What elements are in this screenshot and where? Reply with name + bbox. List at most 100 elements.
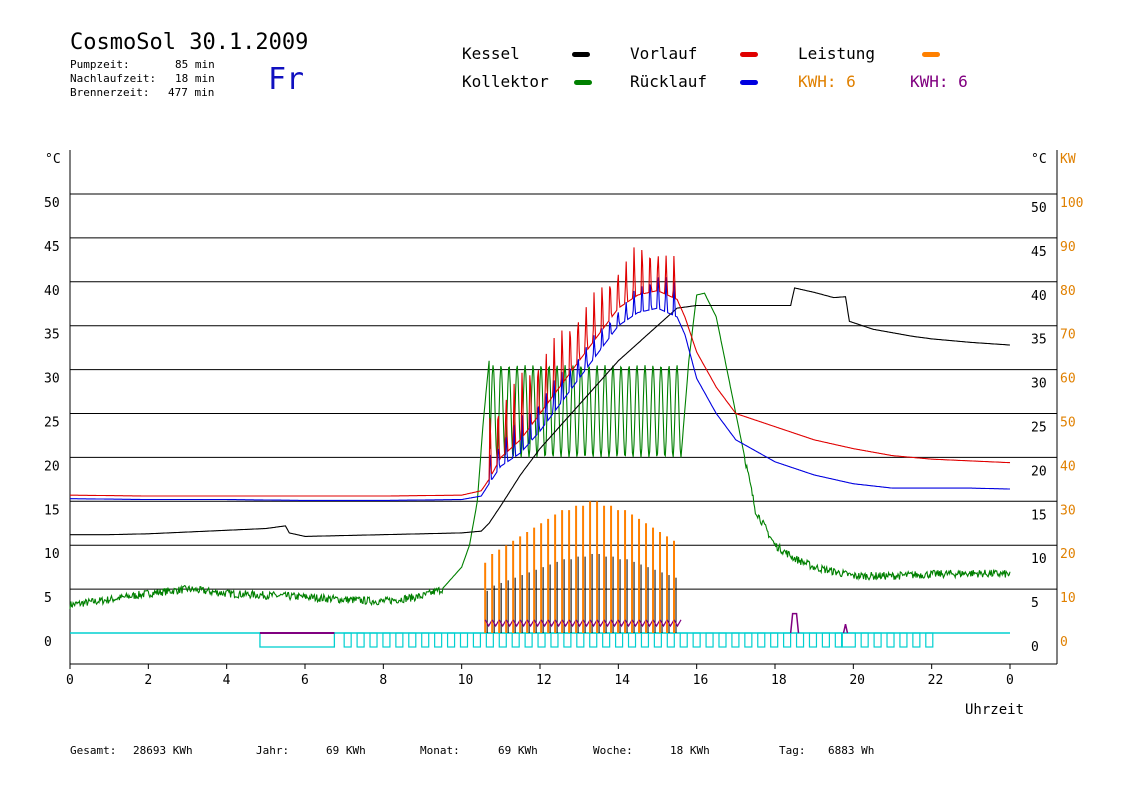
- footer-woche-label: Woche:: [593, 744, 633, 757]
- y-tick-label-right: 40: [1031, 289, 1047, 304]
- y-tick-label-left: 50: [44, 196, 60, 211]
- power-wave: [631, 619, 640, 628]
- footer-monat-label: Monat:: [420, 744, 460, 757]
- burner-pulse: [589, 632, 598, 648]
- y-axis-label-right: °C: [1031, 152, 1047, 167]
- footer-tag-label: Tag:: [779, 744, 806, 757]
- burner-pulse: [602, 632, 611, 648]
- x-tick-label: 6: [301, 673, 309, 688]
- x-tick-label: 22: [928, 673, 944, 688]
- y-tick-label-left: 45: [44, 240, 60, 255]
- burner-pulse: [511, 632, 520, 648]
- power-wave: [498, 619, 507, 628]
- y-tick-label-left: 10: [44, 547, 60, 562]
- burner-pulse: [744, 632, 753, 648]
- x-tick-label: 2: [144, 673, 152, 688]
- stat-nachlaufzeit-label: Nachlaufzeit:: [70, 72, 157, 85]
- burner-pulse: [369, 632, 378, 648]
- burner-pulse: [382, 632, 391, 648]
- power-wave: [547, 619, 556, 628]
- legend-kwh-pumpe: KWH: 6: [910, 72, 968, 91]
- power-wave: [568, 619, 577, 628]
- burner-pulse: [899, 632, 908, 648]
- chart-axes: [69, 150, 1058, 665]
- burner-pulse: [679, 632, 688, 648]
- power-tick-label: 70: [1060, 328, 1076, 343]
- stat-brennerzeit-label: Brennerzeit:: [70, 86, 150, 99]
- power-wave: [638, 619, 647, 628]
- power-wave: [624, 619, 633, 628]
- burner-pulse: [485, 632, 494, 648]
- burner-pulse: [925, 632, 934, 648]
- power-wave: [554, 619, 563, 628]
- burner-pulse: [472, 632, 482, 648]
- chart-title: CosmoSol 30.1.2009: [70, 30, 309, 55]
- y-tick-label-left: 35: [44, 328, 60, 343]
- x-tick-label: 4: [223, 673, 231, 688]
- y-tick-label-left: 30: [44, 372, 60, 387]
- footer-jahr-value: 69 KWh: [326, 744, 366, 757]
- stat-brennerzeit-value: 477 min: [168, 86, 215, 99]
- burner-pulse: [692, 632, 701, 648]
- series-line-kessel: [70, 287, 1010, 537]
- x-tick-label: 10: [458, 673, 474, 688]
- burner-pulse: [614, 632, 624, 648]
- legend-kollektor-label: Kollektor: [462, 72, 549, 91]
- y-tick-label-left: 40: [44, 284, 60, 299]
- burner-pulse: [524, 632, 533, 648]
- power-wave: [575, 619, 584, 628]
- burner-pulse: [821, 632, 830, 648]
- burner-pulse: [795, 632, 805, 648]
- legend-kessel-label: Kessel: [462, 44, 520, 63]
- burner-pulse: [718, 632, 727, 648]
- power-wave: [673, 619, 682, 628]
- x-tick-label: 0: [66, 673, 74, 688]
- y-tick-label-right: 30: [1031, 377, 1047, 392]
- burner-pulse: [576, 632, 585, 648]
- power-wave: [505, 619, 514, 628]
- legend-ruecklauf-label: Rücklauf: [630, 72, 708, 91]
- burner-pulse: [640, 632, 650, 648]
- pump-spike: [842, 624, 849, 634]
- y-tick-label-right: 15: [1031, 508, 1047, 523]
- burner-pulse: [408, 632, 417, 648]
- power-wave: [659, 619, 668, 628]
- burner-pulse: [563, 632, 572, 648]
- power-tick-label: 60: [1060, 372, 1076, 387]
- x-tick-label: 14: [614, 673, 630, 688]
- power-tick-label: 0: [1060, 635, 1068, 650]
- y-tick-label-right: 35: [1031, 333, 1047, 348]
- burner-pulse: [834, 632, 843, 648]
- y-axis-label-power: KW: [1060, 152, 1076, 167]
- burner-pulse: [459, 632, 469, 648]
- footer-gesamt-value: 28693 KWh: [133, 744, 193, 757]
- x-tick-label: 20: [849, 673, 865, 688]
- power-tick-label: 30: [1060, 503, 1076, 518]
- power-tick-label: 40: [1060, 459, 1076, 474]
- burner-pulse: [537, 632, 546, 648]
- series-line-kollektor: [69, 292, 1011, 609]
- power-wave: [603, 619, 612, 628]
- burner-pulse: [498, 632, 507, 648]
- burner-pulse: [770, 632, 779, 648]
- burner-pulse: [653, 632, 662, 648]
- y-tick-label-left: 15: [44, 503, 60, 518]
- footer-woche-value: 18 KWh: [670, 744, 710, 757]
- power-wave: [533, 619, 542, 628]
- stat-pumpzeit-label: Pumpzeit:: [70, 58, 130, 71]
- footer-gesamt-label: Gesamt:: [70, 744, 117, 757]
- power-tick-label: 20: [1060, 547, 1076, 562]
- y-tick-label-right: 20: [1031, 464, 1047, 479]
- burner-pulse: [783, 632, 792, 648]
- power-tick-label: 80: [1060, 284, 1076, 299]
- y-tick-label-left: 5: [44, 591, 52, 606]
- y-tick-label-left: 20: [44, 459, 60, 474]
- burner-pulse: [421, 632, 430, 648]
- footer-monat-value: 69 KWh: [498, 744, 538, 757]
- legend-leistung-swatch: [922, 52, 940, 57]
- y-tick-label-right: 10: [1031, 552, 1047, 567]
- stat-nachlaufzeit-value: 18 min: [175, 72, 215, 85]
- power-wave: [491, 619, 500, 628]
- legend-vorlauf-swatch: [740, 52, 758, 57]
